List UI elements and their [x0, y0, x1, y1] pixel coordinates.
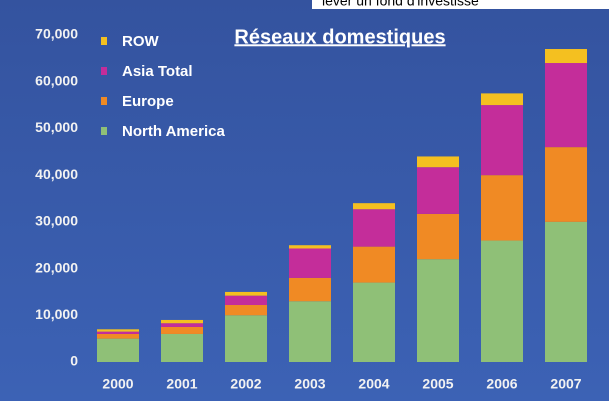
x-tick-label: 2007	[550, 376, 581, 392]
bar-segment	[161, 326, 203, 334]
y-tick-label: 30,000	[35, 213, 78, 229]
legend-label: North America	[122, 123, 225, 140]
bar-segment	[97, 331, 139, 334]
bar-segment	[225, 305, 267, 316]
bar-segment	[481, 175, 523, 241]
legend-swatch	[101, 37, 107, 45]
y-tick-label: 20,000	[35, 259, 78, 275]
bar-segment	[417, 213, 459, 260]
legend-swatch	[101, 67, 107, 75]
x-tick-label: 2005	[422, 376, 453, 392]
bar-segment	[289, 248, 331, 278]
bar-segment	[161, 333, 203, 362]
bar-segment	[161, 323, 203, 327]
bar-segment	[481, 105, 523, 176]
bar-segment	[545, 147, 587, 222]
bar-segment	[481, 240, 523, 362]
bar-segment	[161, 319, 203, 324]
y-tick-label: 0	[70, 353, 78, 369]
x-tick-label: 2002	[230, 376, 261, 392]
bar-segment	[417, 167, 459, 214]
x-tick-label: 2000	[102, 376, 133, 392]
bar-segment	[289, 301, 331, 362]
bar-segment	[353, 203, 395, 210]
bar-segment	[289, 277, 331, 302]
legend-label: Asia Total	[122, 63, 193, 80]
y-tick-label: 60,000	[35, 72, 78, 88]
paper-strip	[312, 0, 609, 9]
legend-swatch	[101, 97, 107, 105]
legend-label: Europe	[122, 93, 174, 110]
bar-segment	[225, 291, 267, 296]
bar-segment	[545, 221, 587, 362]
bar-segment	[225, 315, 267, 362]
y-tick-label: 70,000	[35, 26, 78, 42]
bar-segment	[289, 245, 331, 249]
bar-segment	[353, 282, 395, 362]
bar-segment	[97, 333, 139, 339]
bar-segment	[417, 259, 459, 362]
bar-segment	[97, 338, 139, 362]
bar-segment	[353, 246, 395, 283]
bar-segment	[417, 156, 459, 168]
bar-segment	[481, 93, 523, 106]
y-tick-label: 40,000	[35, 166, 78, 182]
bar-segment	[545, 63, 587, 148]
bar-segment	[353, 209, 395, 247]
legend-label: ROW	[122, 33, 160, 50]
x-tick-label: 2003	[294, 376, 325, 392]
bar-segment	[545, 49, 587, 64]
x-tick-label: 2006	[486, 376, 517, 392]
chart-title: Réseaux domestiques	[234, 26, 445, 48]
bar-segment	[97, 329, 139, 332]
y-tick-label: 50,000	[35, 119, 78, 135]
bar-segment	[225, 295, 267, 306]
annotation: lever un fond d'investisse	[322, 0, 479, 9]
y-tick-label: 10,000	[35, 306, 78, 322]
legend-swatch	[101, 127, 107, 135]
x-tick-label: 2001	[166, 376, 197, 392]
x-tick-label: 2004	[358, 376, 389, 392]
